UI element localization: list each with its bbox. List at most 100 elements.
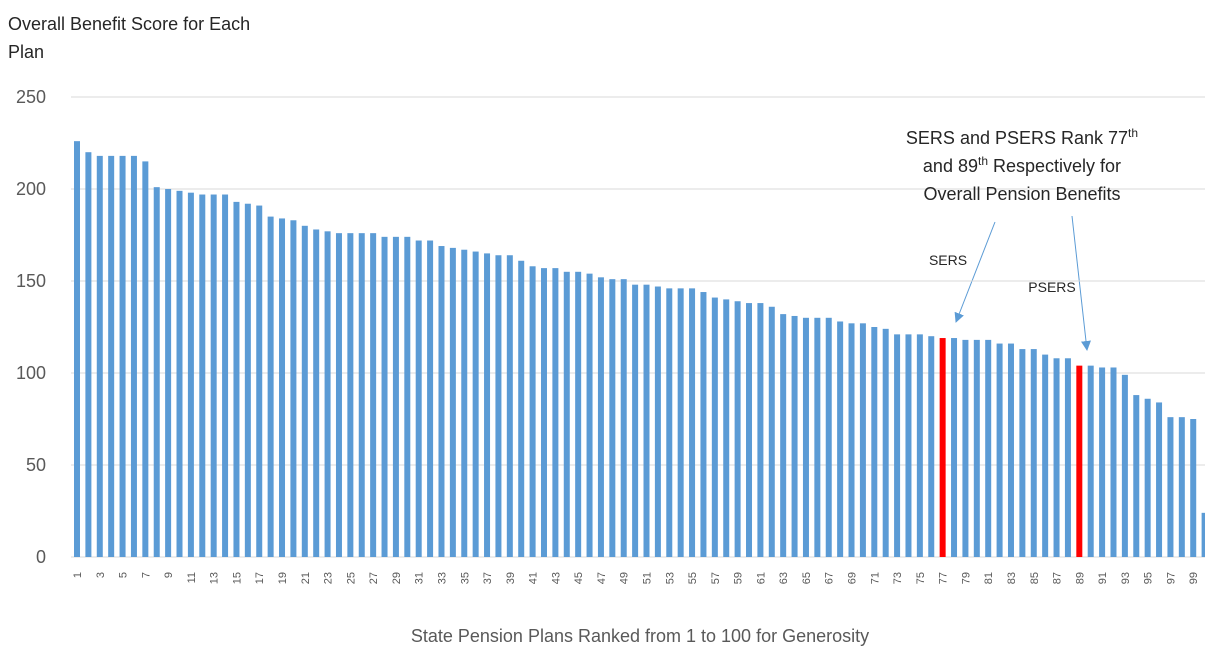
bar <box>529 266 536 557</box>
bar <box>370 233 377 557</box>
x-tick-label: 91 <box>1097 572 1109 584</box>
x-tick-label: 5 <box>118 572 130 578</box>
bar <box>848 323 855 557</box>
bar <box>552 268 559 557</box>
bar <box>563 271 570 557</box>
y-tick-label: 250 <box>16 87 46 107</box>
x-tick-label: 57 <box>710 572 722 584</box>
x-tick-label: 19 <box>277 572 289 584</box>
x-tick-label: 23 <box>323 572 335 584</box>
x-tick-label: 43 <box>550 572 562 584</box>
bar <box>928 336 935 557</box>
bar <box>996 343 1003 557</box>
bar <box>256 205 263 557</box>
bar <box>449 247 456 557</box>
bar <box>894 334 901 557</box>
bar <box>301 225 308 558</box>
bar <box>1087 365 1094 557</box>
bar <box>746 303 753 557</box>
y-tick-label: 150 <box>16 271 46 291</box>
bar <box>472 251 479 557</box>
bar <box>165 189 172 557</box>
bar <box>734 301 741 557</box>
x-tick-label: 9 <box>163 572 175 578</box>
bar <box>586 273 593 557</box>
x-tick-label: 73 <box>892 572 904 584</box>
bar <box>780 314 787 557</box>
x-tick-label: 49 <box>619 572 631 584</box>
bar <box>654 286 661 557</box>
bar <box>438 246 445 558</box>
x-tick-label: 95 <box>1143 572 1155 584</box>
arrow <box>1071 215 1091 351</box>
x-tick-label: 1 <box>72 572 84 578</box>
bar <box>324 231 331 557</box>
x-tick-label: 17 <box>254 572 266 584</box>
x-tick-label: 25 <box>345 572 357 584</box>
bar <box>791 315 798 557</box>
annotation-part: th <box>1128 126 1138 140</box>
x-tick-label: 55 <box>687 572 699 584</box>
x-tick-label: 85 <box>1029 572 1041 584</box>
x-tick-label: 51 <box>642 572 654 584</box>
x-tick-label: 33 <box>436 572 448 584</box>
bar <box>108 155 115 557</box>
x-tick-label: 45 <box>573 572 585 584</box>
bar <box>1121 374 1128 557</box>
x-tick-label: 3 <box>95 572 107 578</box>
y-tick-label: 50 <box>26 455 46 475</box>
x-tick-label: 47 <box>596 572 608 584</box>
x-tick-label: 35 <box>459 572 471 584</box>
bar <box>427 240 434 557</box>
bar <box>358 233 365 557</box>
bar <box>267 216 274 557</box>
bar <box>1178 417 1185 557</box>
bar <box>1076 365 1083 557</box>
bar <box>1201 512 1205 557</box>
bar <box>313 229 320 558</box>
bar <box>985 339 992 557</box>
bar <box>176 190 183 557</box>
bar <box>597 277 604 557</box>
x-tick-label: 29 <box>391 572 403 584</box>
y-tick-label: 200 <box>16 179 46 199</box>
bar <box>973 339 980 557</box>
bar <box>814 317 821 557</box>
x-axis-title: State Pension Plans Ranked from 1 to 100… <box>411 626 869 646</box>
annotation-part: Respectively for <box>988 156 1121 176</box>
bar <box>632 284 639 557</box>
x-tick-label: 11 <box>186 572 198 583</box>
x-tick-label: 93 <box>1120 572 1132 584</box>
bar <box>506 255 513 558</box>
bar <box>575 271 582 557</box>
x-tick-label: 79 <box>960 572 972 584</box>
x-tick-label: 83 <box>1006 572 1018 584</box>
x-tick-label: 69 <box>847 572 859 584</box>
bar <box>222 194 229 557</box>
bar <box>199 194 206 557</box>
y-tick-label: 100 <box>16 363 46 383</box>
x-tick-label: 7 <box>140 572 152 578</box>
arrow <box>954 221 996 323</box>
x-tick-label: 41 <box>528 572 540 584</box>
bar <box>461 249 468 557</box>
x-tick-label: 37 <box>482 572 494 584</box>
x-tick-label: 31 <box>414 572 426 584</box>
arrow-label: SERS <box>929 252 967 268</box>
bar <box>392 236 399 557</box>
bar <box>768 306 775 557</box>
x-tick-label: 13 <box>209 572 221 584</box>
bar <box>290 220 297 557</box>
bar <box>495 255 502 558</box>
bar <box>802 317 809 557</box>
bar <box>130 155 137 557</box>
x-tick-label: 99 <box>1188 572 1200 584</box>
bar <box>142 161 149 557</box>
bar <box>677 288 684 557</box>
bar <box>1053 358 1060 557</box>
annotation-part: and 89 <box>923 156 978 176</box>
x-tick-label: 59 <box>733 572 745 584</box>
bar <box>518 260 525 557</box>
bar <box>484 253 491 557</box>
